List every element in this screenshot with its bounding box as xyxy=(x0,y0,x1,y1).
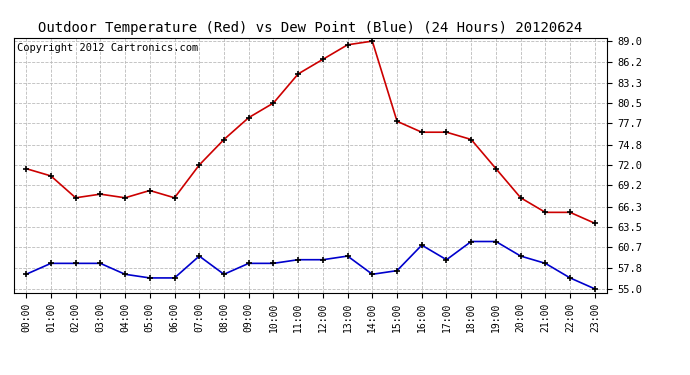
Title: Outdoor Temperature (Red) vs Dew Point (Blue) (24 Hours) 20120624: Outdoor Temperature (Red) vs Dew Point (… xyxy=(39,21,582,35)
Text: Copyright 2012 Cartronics.com: Copyright 2012 Cartronics.com xyxy=(17,43,198,52)
